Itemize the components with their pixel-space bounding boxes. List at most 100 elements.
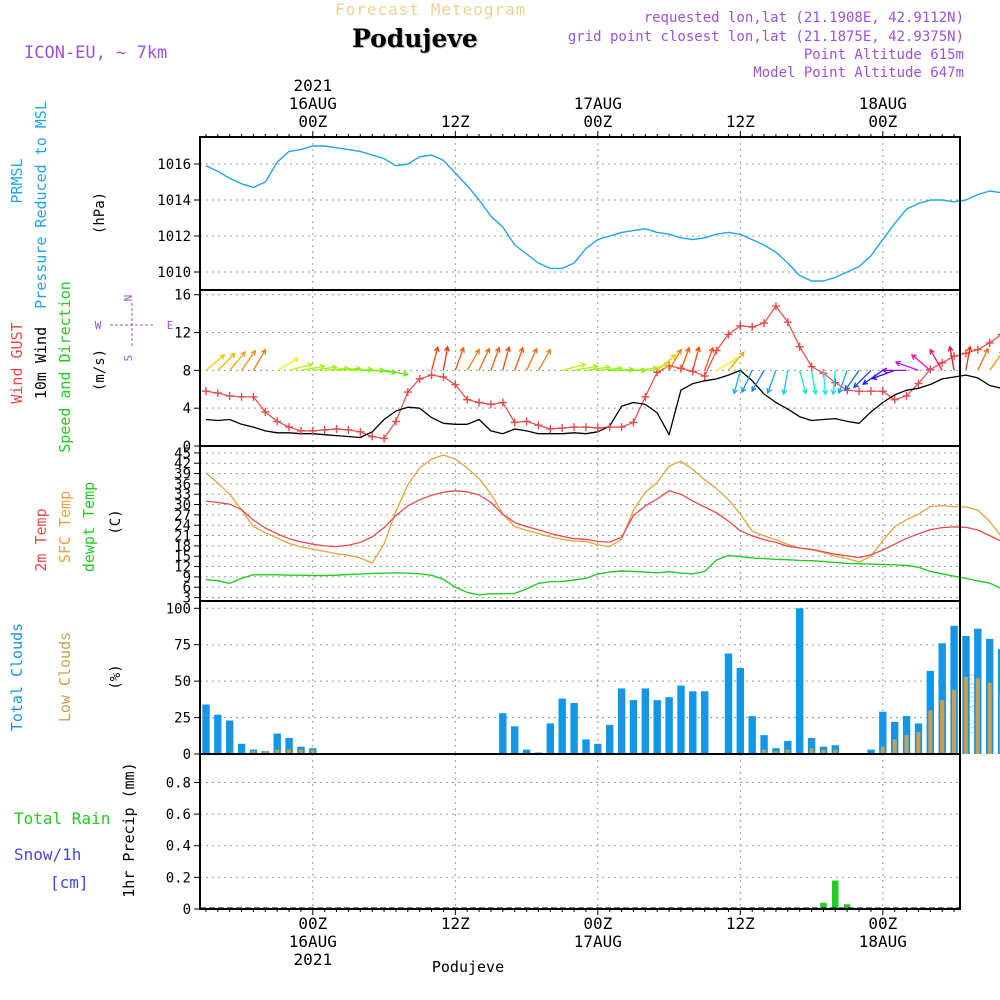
wind-direction-arrow (732, 370, 741, 395)
y-tick-label: 30 (174, 498, 191, 514)
wind-unit: (m/s) (92, 349, 108, 391)
low-cloud-bar (952, 689, 956, 754)
total-cloud-bar (522, 749, 531, 754)
wind-direction-arrow (741, 370, 753, 394)
y-tick-label: 39 (174, 467, 191, 483)
gust-point (997, 333, 1000, 336)
low-cloud-bar (785, 749, 790, 754)
wind-direction-arrow (799, 370, 808, 395)
rain-bar (843, 904, 851, 909)
low-cloud-bar (263, 751, 268, 754)
wind-direction-arrow (502, 345, 511, 371)
y-tick-label: 0 (183, 439, 191, 455)
pressure-label-short: PRMSL (8, 158, 26, 203)
wind-direction-arrow (562, 362, 587, 372)
gust-point (296, 426, 305, 435)
low-cloud-bar (833, 749, 838, 754)
wind-direction-arrow (514, 346, 525, 371)
gust-point (463, 395, 472, 404)
x-tick-label-top: 16AUG (289, 94, 337, 113)
total-cloud-bar (724, 653, 733, 754)
gust-point (926, 365, 935, 374)
total-cloud-bar (867, 749, 875, 754)
x-tick-label-top: 00Z (868, 112, 897, 131)
y-tick-label: 8 (183, 363, 191, 379)
low-cloud-bar (762, 749, 766, 754)
x-tick-label-top: 2021 (294, 76, 333, 95)
meteogram-title: Forecast Meteogram (335, 0, 527, 19)
x-tick-label-bottom: 17AUG (574, 932, 622, 951)
total-cloud-bar (665, 697, 673, 754)
2m-temp-label: 2m Temp (32, 508, 50, 571)
x-tick-label-top: 12Z (726, 112, 755, 131)
gust-point (415, 374, 424, 383)
gust-point (285, 423, 294, 432)
wind-direction-arrow (276, 357, 300, 371)
total-cloud-bar (511, 726, 519, 754)
total-cloud-bar (202, 704, 210, 754)
total-cloud-bar (273, 733, 281, 754)
sfc-temp-label: SFC Temp (56, 491, 74, 563)
wind-direction-arrow (837, 370, 848, 395)
y-tick-label: 1014 (157, 193, 191, 209)
x-tick-label-top: 00Z (583, 112, 612, 131)
y-tick-label: 16 (174, 288, 191, 304)
gust-point (641, 392, 650, 401)
gust-point (261, 407, 270, 416)
wind-direction-arrow (526, 347, 538, 371)
total-cloud-bar (285, 738, 293, 754)
gust-point (973, 345, 982, 354)
gust-point (451, 380, 460, 389)
low-cloud-bar (773, 751, 778, 754)
gust-point (890, 395, 899, 404)
gust-point (427, 371, 436, 380)
wind-direction-arrow (300, 363, 326, 372)
wind-direction-arrow (830, 370, 837, 396)
wind-direction-arrow (910, 354, 931, 371)
precip-unit: 1hr Precip (mm) (120, 762, 138, 897)
x-tick-label-top: 17AUG (574, 94, 622, 113)
total-cloud-bar (677, 685, 685, 754)
gust-point (581, 423, 590, 432)
x-tick-label-bottom: 00Z (298, 914, 327, 933)
low-cloud-bar (821, 749, 826, 754)
y-tick-label: 12 (174, 326, 191, 342)
wind-direction-arrow (881, 367, 907, 374)
compass-north: N (122, 295, 135, 302)
wind-direction-arrow (442, 345, 450, 371)
total-cloud-bar (891, 721, 899, 754)
low-cloud-bar (251, 751, 256, 754)
gust-point (498, 398, 507, 407)
wind-direction-arrow (727, 350, 745, 371)
y-tick-label: 0 (183, 902, 191, 918)
y-tick-label: 0.4 (166, 839, 191, 855)
gust-point (878, 387, 887, 396)
gust-point (831, 378, 840, 387)
low-cloud-bar (880, 746, 885, 754)
gust-point (558, 424, 567, 433)
y-tick-label: 0.8 (166, 775, 191, 791)
wind-direction-arrow (844, 370, 860, 392)
gust-point (522, 417, 531, 426)
total-cloud-bar (606, 724, 614, 754)
gust-point (534, 421, 543, 430)
gust-point (700, 372, 709, 381)
y-tick-label: 3 (183, 591, 191, 607)
grid-point-coords: grid point closest lon,lat (21.1875E, 42… (567, 29, 964, 45)
gust-point (629, 418, 638, 427)
wind-direction-arrow (781, 370, 789, 396)
y-tick-label: 24 (174, 518, 191, 534)
pressure-unit: (hPa) (92, 192, 108, 234)
x-tick-label-bottom: 00Z (583, 914, 612, 933)
total-cloud-bar (796, 608, 804, 754)
y-tick-label: 0.6 (166, 807, 191, 823)
gust-point (985, 338, 994, 347)
y-tick-label: 18 (174, 539, 191, 555)
wind-direction-arrow (229, 350, 246, 371)
gust-point (938, 358, 947, 367)
y-tick-label: 0 (183, 747, 191, 763)
gust-point (736, 321, 745, 330)
y-tick-label: 4 (183, 401, 191, 417)
footer-station-name: Podujeve (432, 958, 504, 976)
gust-point (760, 319, 769, 328)
